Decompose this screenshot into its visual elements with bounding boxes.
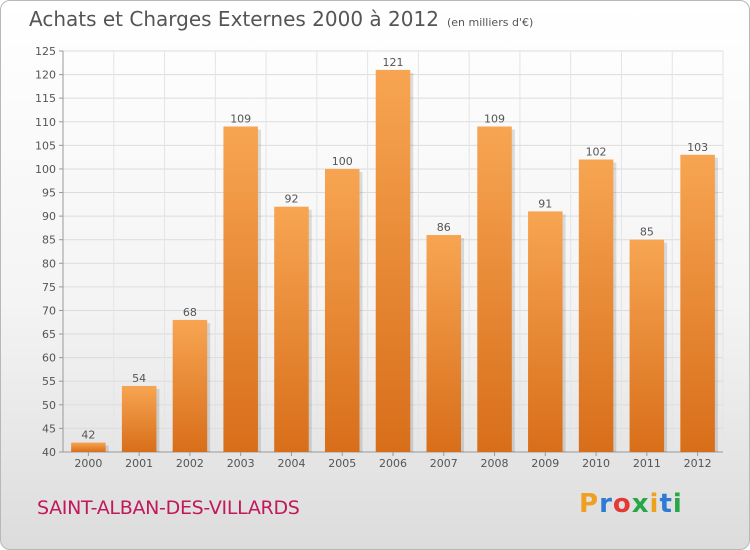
- bar-value-label: 54: [132, 372, 146, 385]
- bar[interactable]: [477, 126, 512, 452]
- bar[interactable]: [375, 69, 411, 452]
- x-tick-label: 2002: [176, 457, 204, 470]
- bar-value-label: 109: [230, 112, 251, 125]
- y-tick-label: 125: [35, 45, 56, 58]
- x-tick-label: 2001: [125, 457, 153, 470]
- bar-value-label: 100: [332, 155, 353, 168]
- x-tick-label: 2012: [684, 457, 712, 470]
- bar[interactable]: [528, 211, 563, 452]
- y-tick-label: 80: [42, 257, 56, 270]
- x-tick-label: 2007: [430, 457, 458, 470]
- y-tick-label: 45: [42, 422, 56, 435]
- bar[interactable]: [71, 442, 106, 452]
- bar[interactable]: [426, 234, 462, 452]
- y-tick-label: 85: [42, 234, 56, 247]
- bar-value-label: 42: [81, 429, 95, 442]
- bar[interactable]: [274, 206, 309, 452]
- bar[interactable]: [121, 385, 157, 452]
- x-tick-label: 2011: [633, 457, 661, 470]
- bar[interactable]: [629, 239, 665, 452]
- logo-letter: x: [631, 489, 650, 519]
- bar[interactable]: [578, 159, 614, 452]
- commune-name: SAINT-ALBAN-DES-VILLARDS: [37, 497, 300, 519]
- y-tick-label: 100: [35, 163, 56, 176]
- y-tick-label: 90: [42, 210, 56, 223]
- bar-value-label: 103: [687, 141, 708, 154]
- bar[interactable]: [172, 319, 208, 452]
- chart-unit: (en milliers d'€): [446, 16, 534, 29]
- bar[interactable]: [680, 154, 715, 452]
- chart-title-text: Achats et Charges Externes 2000 à 2012: [29, 7, 439, 31]
- y-tick-label: 95: [42, 187, 56, 200]
- bar-value-label: 92: [284, 193, 298, 206]
- data-labels: 42 54 68 109 92 100 121 86 109 91 102 85 103: [81, 56, 708, 442]
- x-tick-label: 2004: [277, 457, 305, 470]
- logo-letter: r: [599, 489, 613, 519]
- bar-value-label: 85: [640, 226, 654, 239]
- y-tick-label: 60: [42, 352, 56, 365]
- x-tick-label: 2008: [481, 457, 509, 470]
- y-tick-label: 120: [35, 69, 56, 82]
- x-tick-label: 2005: [328, 457, 356, 470]
- x-tick-label: 2003: [227, 457, 255, 470]
- bar-value-label: 91: [538, 197, 552, 210]
- y-tick-label: 115: [35, 92, 56, 105]
- bar-value-label: 121: [383, 56, 404, 69]
- logo-letter: i: [649, 489, 660, 519]
- x-axis: 2000 2001 2002 2003 2004 2005 2006 2007 2008 2009…: [74, 452, 712, 470]
- y-tick-label: 65: [42, 328, 56, 341]
- x-tick-label: 2009: [531, 457, 559, 470]
- bar[interactable]: [324, 168, 360, 453]
- y-tick-label: 50: [42, 399, 56, 412]
- y-tick-label: 55: [42, 375, 56, 388]
- bars: [71, 69, 718, 453]
- logo-letter: i: [672, 489, 683, 519]
- bar-value-label: 68: [183, 306, 197, 319]
- y-tick-label: 75: [42, 281, 56, 294]
- y-tick-label: 110: [35, 116, 56, 129]
- y-tick-label: 40: [42, 446, 56, 459]
- x-tick-label: 2006: [379, 457, 407, 470]
- logo-letter: P: [579, 489, 600, 519]
- y-tick-label: 105: [35, 139, 56, 152]
- proxiti-logo[interactable]: Proxiti: [579, 489, 683, 519]
- bar-value-label: 86: [437, 221, 451, 234]
- chart-title: Achats et Charges Externes 2000 à 2012 (e…: [29, 7, 533, 31]
- y-tick-label: 70: [42, 304, 56, 317]
- x-tick-label: 2000: [74, 457, 102, 470]
- x-tick-label: 2010: [582, 457, 610, 470]
- bar-value-label: 102: [586, 146, 607, 159]
- logo-letter: o: [612, 489, 632, 519]
- bar-value-label: 109: [484, 112, 505, 125]
- logo-letter: t: [659, 489, 673, 519]
- bar[interactable]: [223, 126, 258, 452]
